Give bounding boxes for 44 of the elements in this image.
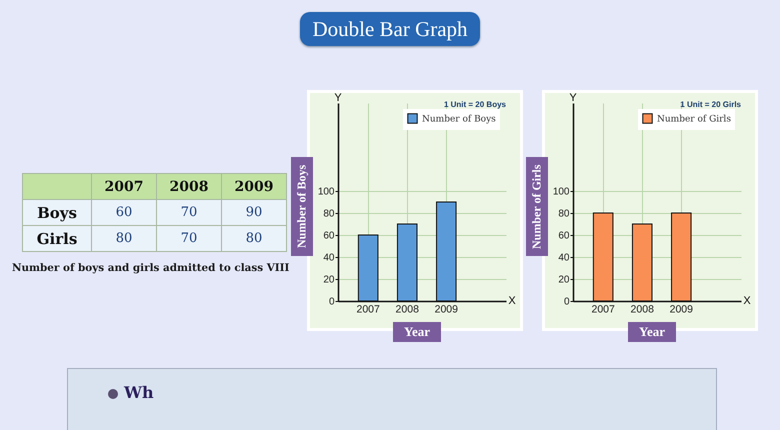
- text: Number of boys and girls admitted to class VIII: [12, 262, 290, 274]
- legend-label: Number of Boys: [422, 114, 496, 124]
- data-label: 60: [92, 200, 156, 226]
- category-label: 2009: [222, 174, 286, 200]
- y-tick-label: 20: [558, 274, 570, 286]
- y-tick-label: 100: [318, 186, 335, 198]
- y-tick-label: 20: [323, 274, 335, 286]
- x-axis-title: Year: [393, 322, 441, 342]
- y-tick-label: 80: [323, 208, 335, 220]
- x-axis-title: Year: [628, 322, 676, 342]
- y-tick-label: 100: [552, 186, 570, 198]
- text: Wh: [124, 383, 154, 402]
- data-label: 70: [156, 200, 222, 226]
- text: X: [743, 295, 752, 307]
- y-axis-title: Number of Girls: [526, 157, 548, 256]
- x-tick-label: 2009: [670, 304, 694, 316]
- y-tick-label: 80: [558, 208, 570, 220]
- y-tick-label: 60: [323, 230, 335, 242]
- y-axis-title: Number of Boys: [291, 157, 313, 256]
- x-tick-label: 2007: [356, 304, 380, 316]
- data-label: 90: [222, 200, 286, 226]
- x-tick-label: 2009: [434, 304, 458, 316]
- series-label: Boys: [22, 200, 92, 226]
- annotation: 1 Unit = 20 Girls: [680, 100, 742, 109]
- x-tick-label: 2008: [396, 304, 420, 316]
- text: X: [508, 295, 516, 307]
- y-tick-label: 40: [323, 252, 335, 264]
- text: Y: [334, 92, 342, 104]
- legend-label: Girls: [22, 226, 92, 252]
- annotation: 1 Unit = 20 Boys: [444, 100, 507, 109]
- x-tick-label: 2008: [630, 304, 654, 316]
- legend-label: Number of Girls: [657, 114, 732, 124]
- data-label: 80: [222, 226, 286, 252]
- data-label: 70: [156, 226, 222, 252]
- text: Y: [569, 92, 578, 104]
- y-tick-label: 0: [328, 296, 335, 308]
- category-label: 2007: [92, 174, 156, 200]
- y-tick-label: 40: [558, 252, 570, 264]
- data-label: 80: [92, 226, 156, 252]
- category-label: 2008: [156, 174, 222, 200]
- y-tick-label: 60: [558, 230, 570, 242]
- x-tick-label: 2007: [591, 304, 615, 316]
- chart-title: Double Bar Graph: [300, 12, 480, 46]
- y-tick-label: 0: [564, 296, 570, 308]
